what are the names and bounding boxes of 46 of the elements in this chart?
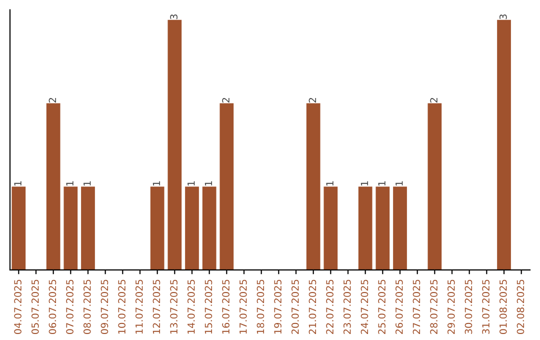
x-tick-label: 08.07.2025 [83, 280, 91, 334]
data-label: 1 [360, 181, 368, 186]
x-tick-label: 24.07.2025 [360, 280, 368, 334]
data-label: 1 [14, 181, 22, 186]
data-label: 1 [326, 181, 334, 186]
x-tick-label: 13.07.2025 [170, 280, 178, 334]
x-tick-label: 26.07.2025 [395, 280, 403, 334]
x-tick-label: 30.07.2025 [464, 280, 472, 334]
x-tick-label: 20.07.2025 [291, 280, 299, 334]
data-label: 1 [204, 181, 212, 186]
x-tick-label: 04.07.2025 [14, 280, 22, 334]
data-label: 1 [66, 181, 74, 186]
data-label: 1 [188, 181, 195, 186]
x-tick-label: 31.07.2025 [482, 280, 490, 334]
x-tick-label: 28.07.2025 [430, 280, 438, 334]
x-tick-label: 06.07.2025 [48, 280, 56, 334]
data-label: 1 [378, 181, 386, 186]
x-tick-label: 09.07.2025 [100, 280, 108, 334]
data-label: 3 [499, 14, 507, 20]
x-tick-label: 21.07.2025 [308, 280, 316, 334]
data-label: 2 [222, 98, 230, 103]
x-tick-label: 23.07.2025 [343, 280, 351, 334]
x-tick-label: 14.07.2025 [187, 280, 195, 334]
x-tick-label: 25.07.2025 [378, 280, 386, 334]
x-tick-label: 22.07.2025 [326, 280, 334, 334]
x-tick-label: 27.07.2025 [412, 280, 420, 334]
x-tick-label: 29.07.2025 [447, 280, 455, 334]
data-label: 2 [430, 98, 438, 103]
x-tick-label: 11.07.2025 [135, 280, 143, 334]
x-tick-label: 18.07.2025 [256, 280, 264, 334]
x-tick-label: 12.07.2025 [152, 280, 160, 334]
x-tick-label: 01.08.2025 [499, 280, 507, 334]
x-tick-label: 10.07.2025 [118, 280, 126, 334]
data-label: 2 [308, 98, 316, 103]
data-label: 1 [152, 181, 160, 186]
x-tick-label: 16.07.2025 [222, 280, 230, 334]
x-tick-label: 17.07.2025 [239, 280, 247, 334]
x-tick-label: 02.08.2025 [516, 280, 524, 334]
data-label: 3 [170, 14, 178, 20]
x-tick-label: 05.07.2025 [31, 280, 39, 334]
x-tick-label: 19.07.2025 [274, 280, 282, 334]
data-label: 1 [396, 181, 403, 186]
x-tick-label: 07.07.2025 [66, 280, 74, 334]
data-label: 2 [48, 98, 56, 103]
x-tick-label: 15.07.2025 [204, 280, 212, 334]
data-label: 1 [84, 181, 91, 186]
